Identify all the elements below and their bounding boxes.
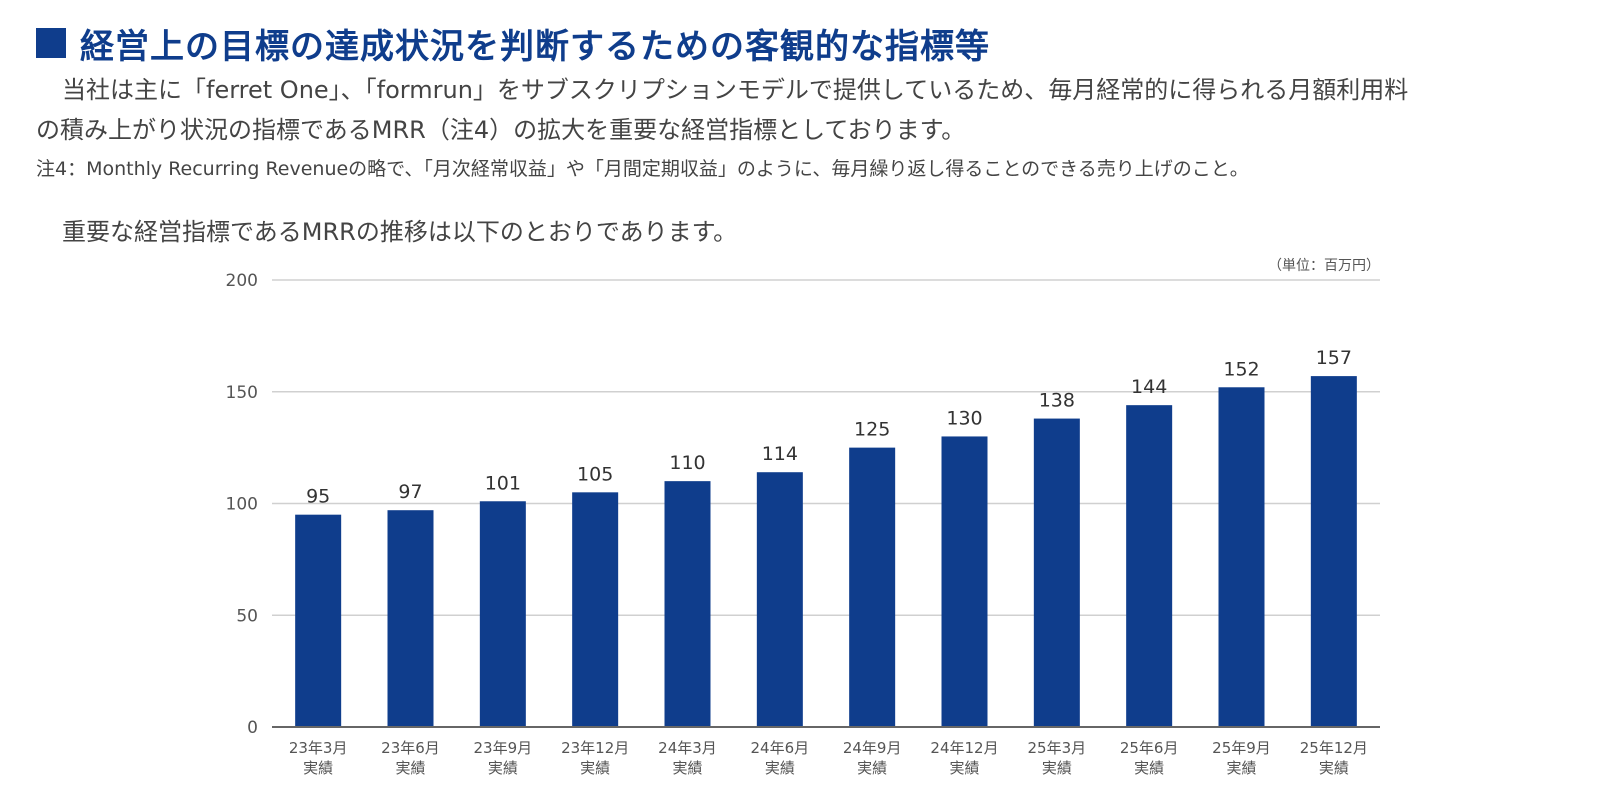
x-tick-sublabel: 実績 [765, 759, 795, 777]
x-tick-sublabel: 実績 [1042, 759, 1072, 777]
y-tick-label: 150 [226, 383, 258, 403]
unit-label: （単位：百万円） [1268, 258, 1380, 274]
x-tick-sublabel: 実績 [949, 759, 979, 777]
y-tick-label: 100 [226, 495, 258, 515]
value-label: 114 [762, 443, 798, 465]
value-label: 110 [669, 452, 705, 474]
bar [387, 510, 434, 727]
x-tick-sublabel: 実績 [580, 759, 610, 777]
bar [295, 514, 342, 727]
x-tick-label: 24年3月 [658, 739, 717, 757]
bar [756, 472, 803, 727]
value-label: 97 [398, 481, 422, 503]
value-label: 125 [854, 419, 890, 441]
x-tick-label: 23年3月 [289, 739, 348, 757]
chart-intro: 重要な経営指標であるMRRの推移は以下のとおりであります。 [62, 218, 738, 246]
x-tick-sublabel: 実績 [395, 759, 425, 777]
bar [572, 492, 619, 727]
value-label: 95 [306, 486, 330, 508]
x-tick-sublabel: 実績 [857, 759, 887, 777]
value-label: 101 [485, 472, 521, 494]
bar [1218, 387, 1265, 727]
paragraph-line-2: の積み上がり状況の指標であるMRR（注4）の拡大を重要な経営指標としております。 [36, 116, 966, 144]
value-label: 105 [577, 463, 613, 485]
x-tick-sublabel: 実績 [1226, 759, 1256, 777]
page-title: 経営上の目標の達成状況を判断するための客観的な指標等 [80, 26, 990, 67]
x-tick-label: 25年3月 [1028, 739, 1087, 757]
x-tick-sublabel: 実績 [1134, 759, 1164, 777]
value-label: 152 [1223, 358, 1259, 380]
x-tick-sublabel: 実績 [488, 759, 518, 777]
bar [1310, 376, 1357, 727]
bar [941, 436, 988, 727]
x-tick-label: 25年12月 [1300, 739, 1368, 757]
x-tick-sublabel: 実績 [1319, 759, 1349, 777]
footnote: 注4：Monthly Recurring Revenueの略で、「月次経常収益」… [36, 158, 1249, 180]
bar [664, 481, 711, 727]
y-tick-label: 0 [247, 718, 258, 738]
x-tick-label: 24年6月 [751, 739, 810, 757]
x-tick-label: 23年9月 [474, 739, 533, 757]
value-label: 144 [1131, 376, 1167, 398]
x-tick-label: 24年12月 [930, 739, 998, 757]
x-tick-label: 25年9月 [1212, 739, 1271, 757]
paragraph-line-1: 当社は主に「ferret One」、「formrun」をサブスクリプションモデル… [62, 76, 1409, 104]
section-heading: 経営上の目標の達成状況を判断するための客観的な指標等 [36, 18, 990, 68]
description-paragraph: 当社は主に「ferret One」、「formrun」をサブスクリプションモデル… [36, 70, 1576, 150]
bar [1126, 405, 1173, 727]
x-tick-sublabel: 実績 [672, 759, 702, 777]
bar [1033, 418, 1080, 727]
value-label: 138 [1039, 390, 1075, 412]
x-tick-label: 24年9月 [843, 739, 902, 757]
x-tick-sublabel: 実績 [303, 759, 333, 777]
heading-square-icon [36, 28, 66, 58]
y-tick-label: 200 [226, 271, 258, 291]
y-tick-label: 50 [236, 606, 258, 626]
bar [479, 501, 526, 727]
value-label: 157 [1316, 347, 1352, 369]
x-tick-label: 23年12月 [561, 739, 629, 757]
x-tick-label: 23年6月 [381, 739, 440, 757]
bar [849, 447, 896, 727]
x-tick-label: 25年6月 [1120, 739, 1179, 757]
value-label: 130 [946, 407, 982, 429]
